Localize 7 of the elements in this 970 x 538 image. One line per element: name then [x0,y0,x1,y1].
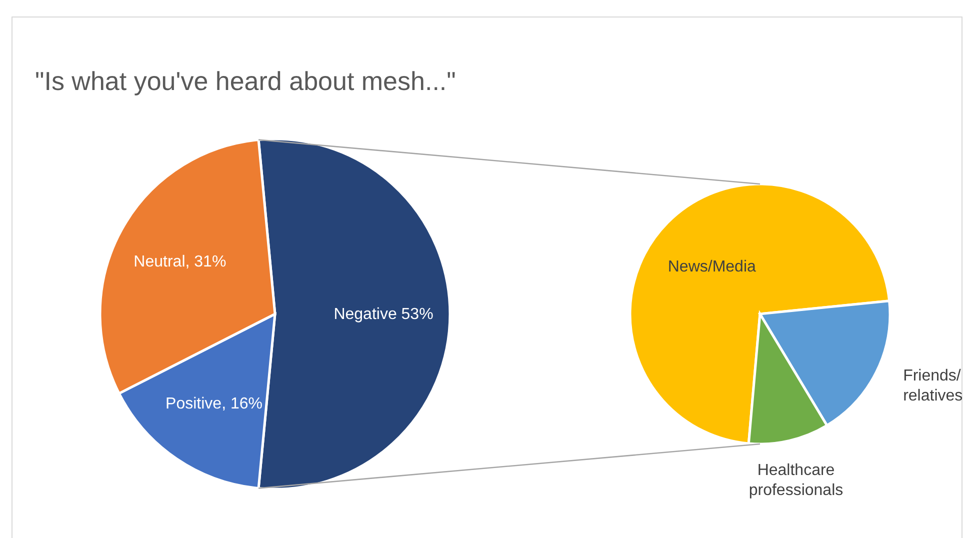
slice-label: Healthcare professionals [748,462,844,499]
slice-label: News/Media [668,258,756,276]
slice-label: Friends/ relatives [903,368,963,405]
slice-label: Neutral, 31% [134,254,226,271]
slice-label: Positive, 16% [166,396,262,413]
chart-title: "Is what you've heard about mesh..." [35,66,456,96]
slice-label: Negative 53% [334,306,434,323]
